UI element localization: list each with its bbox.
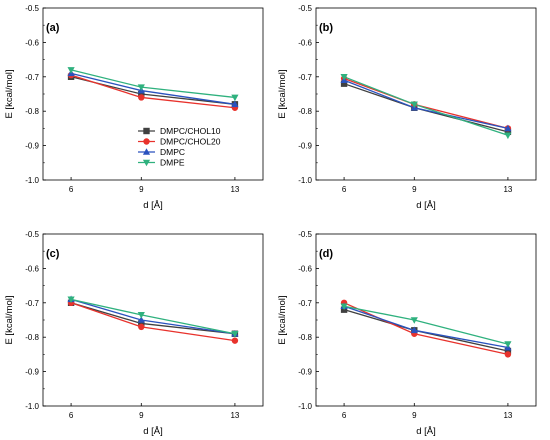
y-tick-label: -0.6 [25,38,39,47]
y-tick-label: -1.0 [298,402,312,411]
data-point [231,94,239,102]
y-tick-label: -0.6 [298,264,312,273]
data-point [67,67,75,74]
y-axis-label: E [kcal/mol] [4,69,15,118]
y-tick-label: -0.9 [298,142,312,151]
x-axis-label: d [Å] [416,426,436,437]
data-point [137,84,145,91]
y-tick-label: -0.5 [25,4,39,13]
x-tick-label: 9 [412,185,417,194]
legend-marker [142,148,151,155]
y-tick-label: -0.9 [25,368,39,377]
y-axis-label: E [kcal/mol] [277,69,288,118]
y-tick-label: -0.6 [298,38,312,47]
x-tick-label: 6 [342,411,347,420]
panel-label: (d) [319,248,333,260]
y-tick-label: -0.7 [25,73,39,82]
data-point [138,320,145,327]
y-axis-label: E [kcal/mol] [277,295,288,344]
data-point [410,326,418,334]
plot-frame [315,233,537,407]
legend-label: DMPC/CHOL20 [160,137,221,147]
legend-label: DMPC/CHOL10 [160,126,221,136]
x-tick-label: 13 [230,185,239,194]
data-point [231,100,239,108]
data-point [137,312,145,319]
y-tick-label: -0.8 [298,107,312,116]
x-axis-label: d [Å] [416,200,436,211]
data-point [138,94,145,101]
data-point [340,303,348,311]
y-tick-label: -0.8 [298,333,312,342]
y-tick-label: -0.7 [25,299,39,308]
y-tick-label: -0.5 [298,4,312,13]
x-axis-label: d [Å] [143,426,163,437]
data-point [138,90,145,98]
plot-frame [315,7,537,181]
data-point [340,80,348,87]
data-point [137,316,145,323]
y-tick-label: -0.9 [298,368,312,377]
data-point [410,317,418,324]
y-axis-label: E [kcal/mol] [4,295,15,344]
series-line [343,309,509,352]
data-point [504,351,512,358]
x-tick-label: 13 [230,411,239,420]
data-point [231,330,239,338]
y-tick-label: -0.6 [25,264,39,273]
y-tick-label: -0.7 [298,73,312,82]
panel-3: -1.0 -0.9 -0.8 -0.7 -0.6 -0.5 6 9 13 d [Å] E [kcal… [4,230,264,437]
y-tick-label: -0.8 [25,333,39,342]
x-tick-label: 13 [503,411,512,420]
panel-label: (a) [46,22,60,34]
series-line [343,305,509,349]
y-tick-label: -0.5 [25,230,39,239]
legend-marker [142,159,151,167]
x-tick-label: 6 [342,185,347,194]
y-tick-label: -1.0 [25,176,39,185]
series-line [343,76,509,136]
data-point [231,337,239,344]
x-tick-label: 9 [412,411,417,420]
legend-marker [143,127,150,135]
legend-label: DMPC [160,147,185,157]
data-point [340,74,348,81]
panel-4: -1.0 -0.9 -0.8 -0.7 -0.6 -0.5 6 9 13 d [Å] E [kcal… [277,230,537,437]
panel-label: (c) [46,248,60,260]
data-point [504,341,512,348]
data-point [504,128,512,136]
x-tick-label: 13 [503,185,512,194]
panel-1: -1.0 -0.9 -0.8 -0.7 -0.6 -0.5 6 9 13 d [Å] E [kcal… [4,4,264,211]
data-point [67,296,75,304]
x-tick-label: 6 [69,185,74,194]
data-point [504,347,512,355]
panel-label: (b) [319,22,333,34]
panel-2: -1.0 -0.9 -0.8 -0.7 -0.6 -0.5 6 9 13 d [Å] E [kcal… [277,4,537,211]
x-tick-label: 6 [69,411,74,420]
plot-frame [42,7,264,181]
x-tick-label: 9 [139,185,144,194]
legend-marker [143,138,150,145]
data-point [410,101,418,109]
y-tick-label: -0.7 [298,299,312,308]
data-point [138,323,145,331]
y-tick-label: -1.0 [298,176,312,185]
series-line [70,69,235,99]
x-tick-label: 9 [139,411,144,420]
y-tick-label: -0.5 [298,230,312,239]
plot-frame [42,233,264,407]
legend-label: DMPE [160,158,185,168]
data-point [504,132,512,140]
series-line [343,305,509,345]
x-axis-label: d [Å] [143,200,163,211]
y-tick-label: -0.9 [25,142,39,151]
y-tick-label: -0.8 [25,107,39,116]
y-tick-label: -1.0 [25,402,39,411]
data-point [504,124,512,132]
